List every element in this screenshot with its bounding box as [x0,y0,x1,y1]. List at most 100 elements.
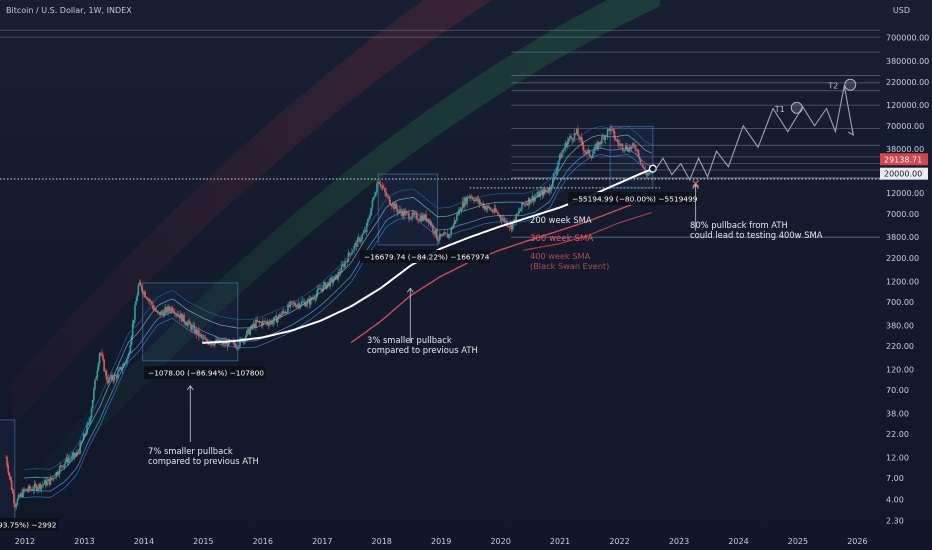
candle-body [563,148,565,151]
candle-body [65,456,68,462]
candle-body [223,341,225,345]
candle-body [168,306,170,310]
candle-body [67,458,70,463]
candle-body [413,213,416,215]
candle-body [117,371,119,379]
candle-body [48,479,51,485]
candle-body [257,321,260,322]
y-tick-label: 7.00 [886,474,904,483]
candle-body [47,479,49,482]
candle-body [130,336,133,345]
candle-body [143,291,145,295]
candle-body [502,217,505,219]
candle-body [539,192,542,197]
candle-body [287,304,289,313]
candle-body [248,328,250,335]
candle-body [645,173,648,176]
candle-body [109,377,111,379]
candle-body [537,191,539,196]
candle-body [134,305,136,320]
candle-body [296,305,298,308]
drawdown-label: 93.75%) −2992 [0,521,56,530]
candle-body [550,186,553,190]
candle-body [451,228,454,229]
candle-body [639,159,642,164]
note-text: 80% pullback from ATH [690,220,788,230]
candle-body [340,264,343,273]
candle-body [59,465,62,467]
candle-body [501,218,504,221]
candle-body [525,203,528,205]
candle-body [454,220,457,221]
candle-body [354,242,357,246]
candle-body [215,339,217,343]
x-tick-label: 2013 [74,537,94,546]
candle-body [516,214,519,215]
sma300-line [350,195,654,344]
x-tick-label: 2019 [431,537,451,546]
candle-body [247,328,249,331]
candle-body [499,214,502,219]
candle-body [177,314,180,316]
candle-body [10,480,13,490]
candle-body [8,472,11,477]
candle-body [480,203,482,205]
x-tick-label: 2020 [490,537,510,546]
candle-body [402,210,405,217]
candle-body [129,344,132,353]
candle-body [438,233,441,240]
candle-body [346,261,349,262]
candle-body [80,442,83,444]
x-tick-label: 2012 [15,537,35,546]
candle-body [125,362,127,364]
candle-body [13,493,15,504]
candle-body [114,375,117,376]
candle-body [566,140,569,147]
candle-body [161,311,164,313]
candle-body [7,465,10,473]
candle-body [99,353,102,355]
candle-body [555,171,558,173]
candle-body [481,203,483,205]
y-tick-label: 120.00 [886,365,914,374]
x-tick-label: 2024 [728,537,748,546]
candle-body [367,219,369,224]
candle-body [145,296,148,299]
x-tick-label: 2026 [847,537,867,546]
candle-body [292,302,295,304]
candle-body [138,282,141,285]
candle-body [393,203,395,209]
candle-body [607,128,610,130]
candle-body [22,488,24,498]
sma400-line [523,212,652,251]
candle-body [338,272,341,274]
candle-body [369,215,371,219]
candle-body [315,293,318,299]
candle-body [211,343,214,345]
candle-body [239,338,241,347]
note-arrowhead [692,184,699,189]
candle-body [518,211,521,212]
y-tick-label: 38.00 [886,409,909,418]
candle-body [486,205,489,209]
candle-body [171,307,174,312]
candle-body [185,324,188,326]
candle-body [420,216,423,222]
candle-body [128,352,131,356]
candle-body [249,329,252,335]
candle-body [167,306,169,313]
candle-body [154,309,157,312]
candle-body [311,297,313,300]
candle-body [135,300,137,306]
candle-body [428,220,431,223]
ma-line [23,126,652,470]
low-marker [692,179,700,187]
candle-body [240,338,242,340]
candle-body [312,298,314,300]
candle-body [383,187,385,189]
candle-body [314,298,317,300]
candle-body [111,374,113,380]
candle-body [406,211,409,213]
candle-body [493,207,496,212]
